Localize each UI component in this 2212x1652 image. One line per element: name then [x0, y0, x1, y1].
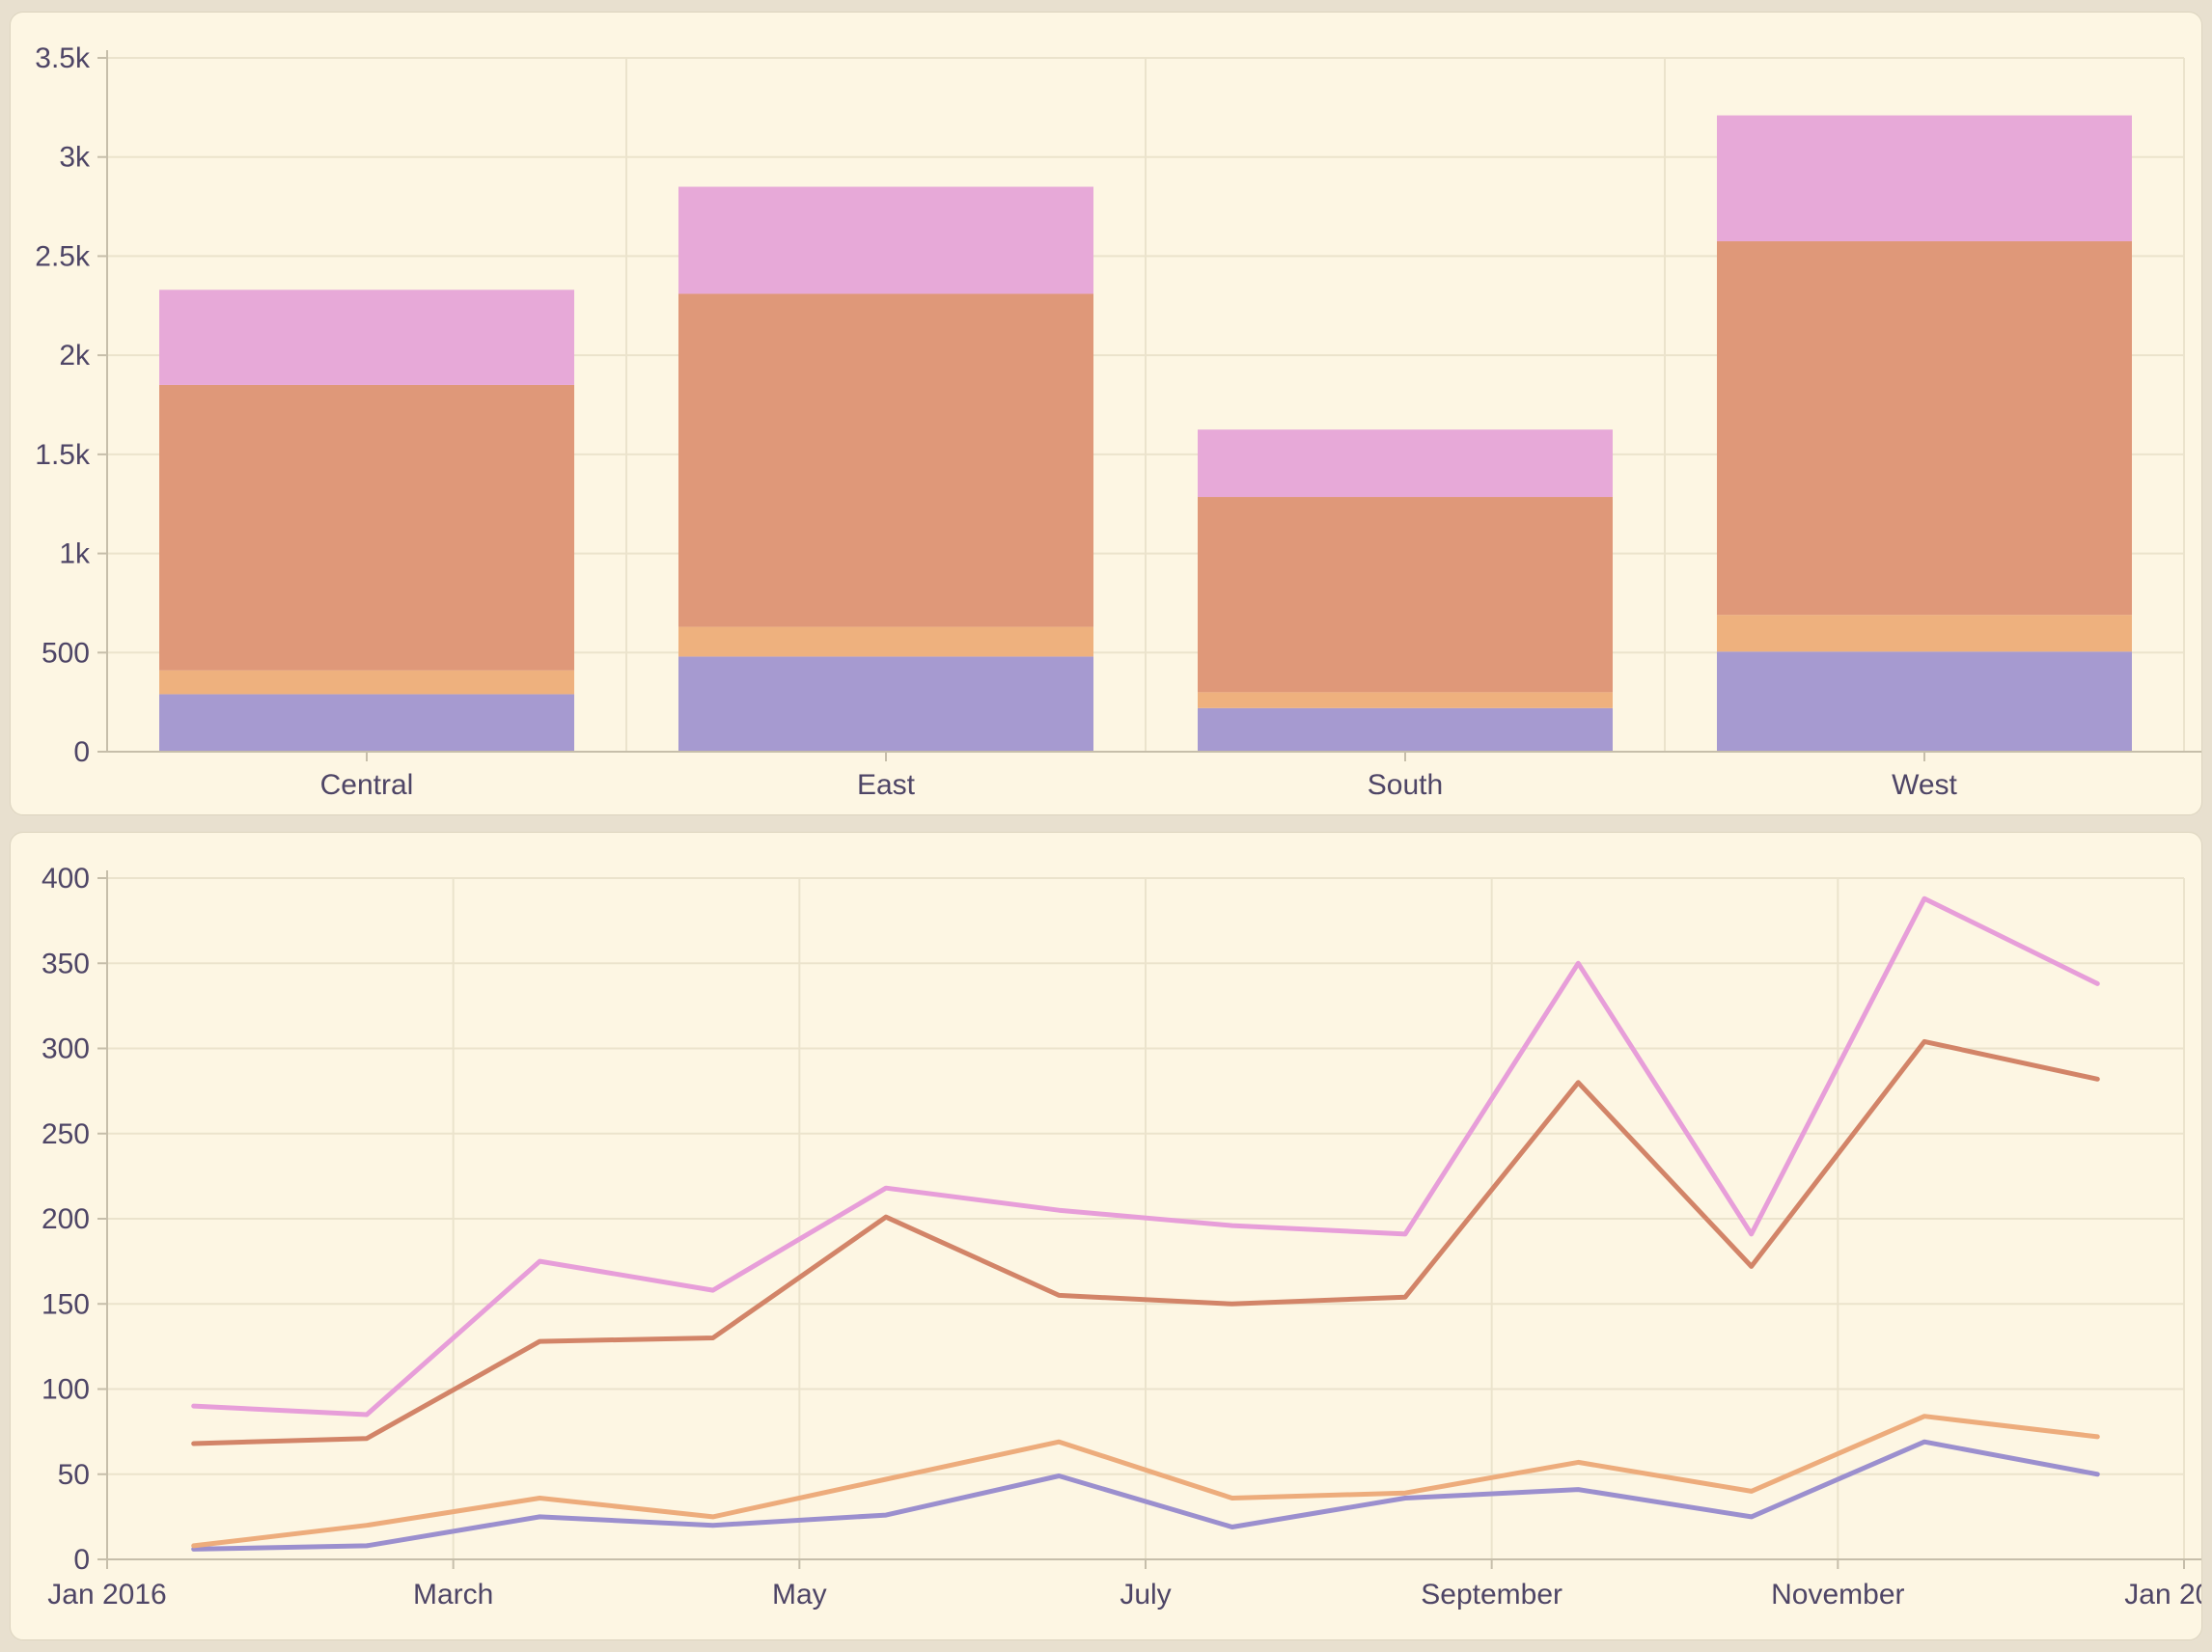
y-tick-label: 400 — [41, 863, 90, 895]
bar-segment-series-1-purple[interactable] — [1198, 707, 1613, 752]
x-tick-label: Jan 2016 — [47, 1579, 166, 1611]
bar-segment-series-4-pink[interactable] — [159, 289, 574, 385]
bar-segment-series-2-tan[interactable] — [678, 626, 1093, 657]
y-tick-label: 0 — [73, 736, 90, 768]
y-tick-label: 2.5k — [35, 240, 91, 272]
category-label: South — [1368, 769, 1443, 801]
bar-segment-series-3-salmon[interactable] — [159, 384, 574, 671]
bar-segment-series-3-salmon[interactable] — [1198, 497, 1613, 693]
line-chart: 0 50 100 150 200 250 300 350 400 Jan 2016 March May… — [41, 863, 2201, 1611]
bar-segment-series-2-tan[interactable] — [1717, 615, 2132, 652]
y-tick-label: 300 — [41, 1033, 90, 1065]
y-tick-label: 1.5k — [35, 439, 91, 471]
stacked-bar-chart: 0 500 1k 1.5k 2k 2.5k 3k 3.5k Central East South We… — [35, 42, 2201, 801]
bar-segment-series-1-purple[interactable] — [678, 656, 1093, 752]
bar-segment-series-1-purple[interactable] — [159, 694, 574, 752]
y-tick-label: 3k — [59, 142, 91, 174]
category-label: East — [857, 769, 916, 801]
y-tick-label: 250 — [41, 1118, 90, 1150]
line-chart-panel: 0 50 100 150 200 250 300 350 400 Jan 2016 March May… — [10, 832, 2202, 1640]
y-tick-label: 150 — [41, 1288, 90, 1320]
y-tick-label: 0 — [73, 1544, 90, 1576]
y-tick-label: 2k — [59, 340, 91, 372]
bar-chart-panel: 0 500 1k 1.5k 2k 2.5k 3k 3.5k Central East South We… — [10, 12, 2202, 815]
bar-segment-series-2-tan[interactable] — [159, 670, 574, 695]
line-series-series-1-purple[interactable] — [191, 1439, 2100, 1552]
y-tick-label: 3.5k — [35, 42, 91, 74]
x-tick-label: March — [413, 1579, 493, 1611]
y-tick-label: 200 — [41, 1203, 90, 1235]
y-tick-label: 350 — [41, 948, 90, 979]
bar-segment-series-4-pink[interactable] — [678, 186, 1093, 294]
category-label: Central — [320, 769, 414, 801]
line-series-series-4-pink[interactable] — [191, 895, 2100, 1418]
x-tick-label: Jan 2017 — [2124, 1579, 2201, 1611]
bar-segment-series-4-pink[interactable] — [1198, 429, 1613, 498]
bar-segment-series-3-salmon[interactable] — [1717, 241, 2132, 616]
x-tick-label: July — [1120, 1579, 1171, 1611]
x-tick-label: September — [1421, 1579, 1562, 1611]
bar-segment-series-4-pink[interactable] — [1717, 115, 2132, 242]
category-label: West — [1892, 769, 1957, 801]
bar-segment-series-2-tan[interactable] — [1198, 692, 1613, 708]
x-tick-label: November — [1771, 1579, 1904, 1611]
bar-segment-series-1-purple[interactable] — [1717, 651, 2132, 752]
y-tick-label: 500 — [41, 637, 90, 669]
bar-segment-series-3-salmon[interactable] — [678, 293, 1093, 627]
line-series-series-3-orange[interactable] — [191, 1038, 2100, 1446]
line-series-series-2-tan[interactable] — [191, 1414, 2100, 1549]
y-tick-label: 50 — [58, 1459, 90, 1491]
x-tick-label: May — [772, 1579, 827, 1611]
y-tick-label: 100 — [41, 1374, 90, 1406]
y-tick-label: 1k — [59, 538, 91, 570]
